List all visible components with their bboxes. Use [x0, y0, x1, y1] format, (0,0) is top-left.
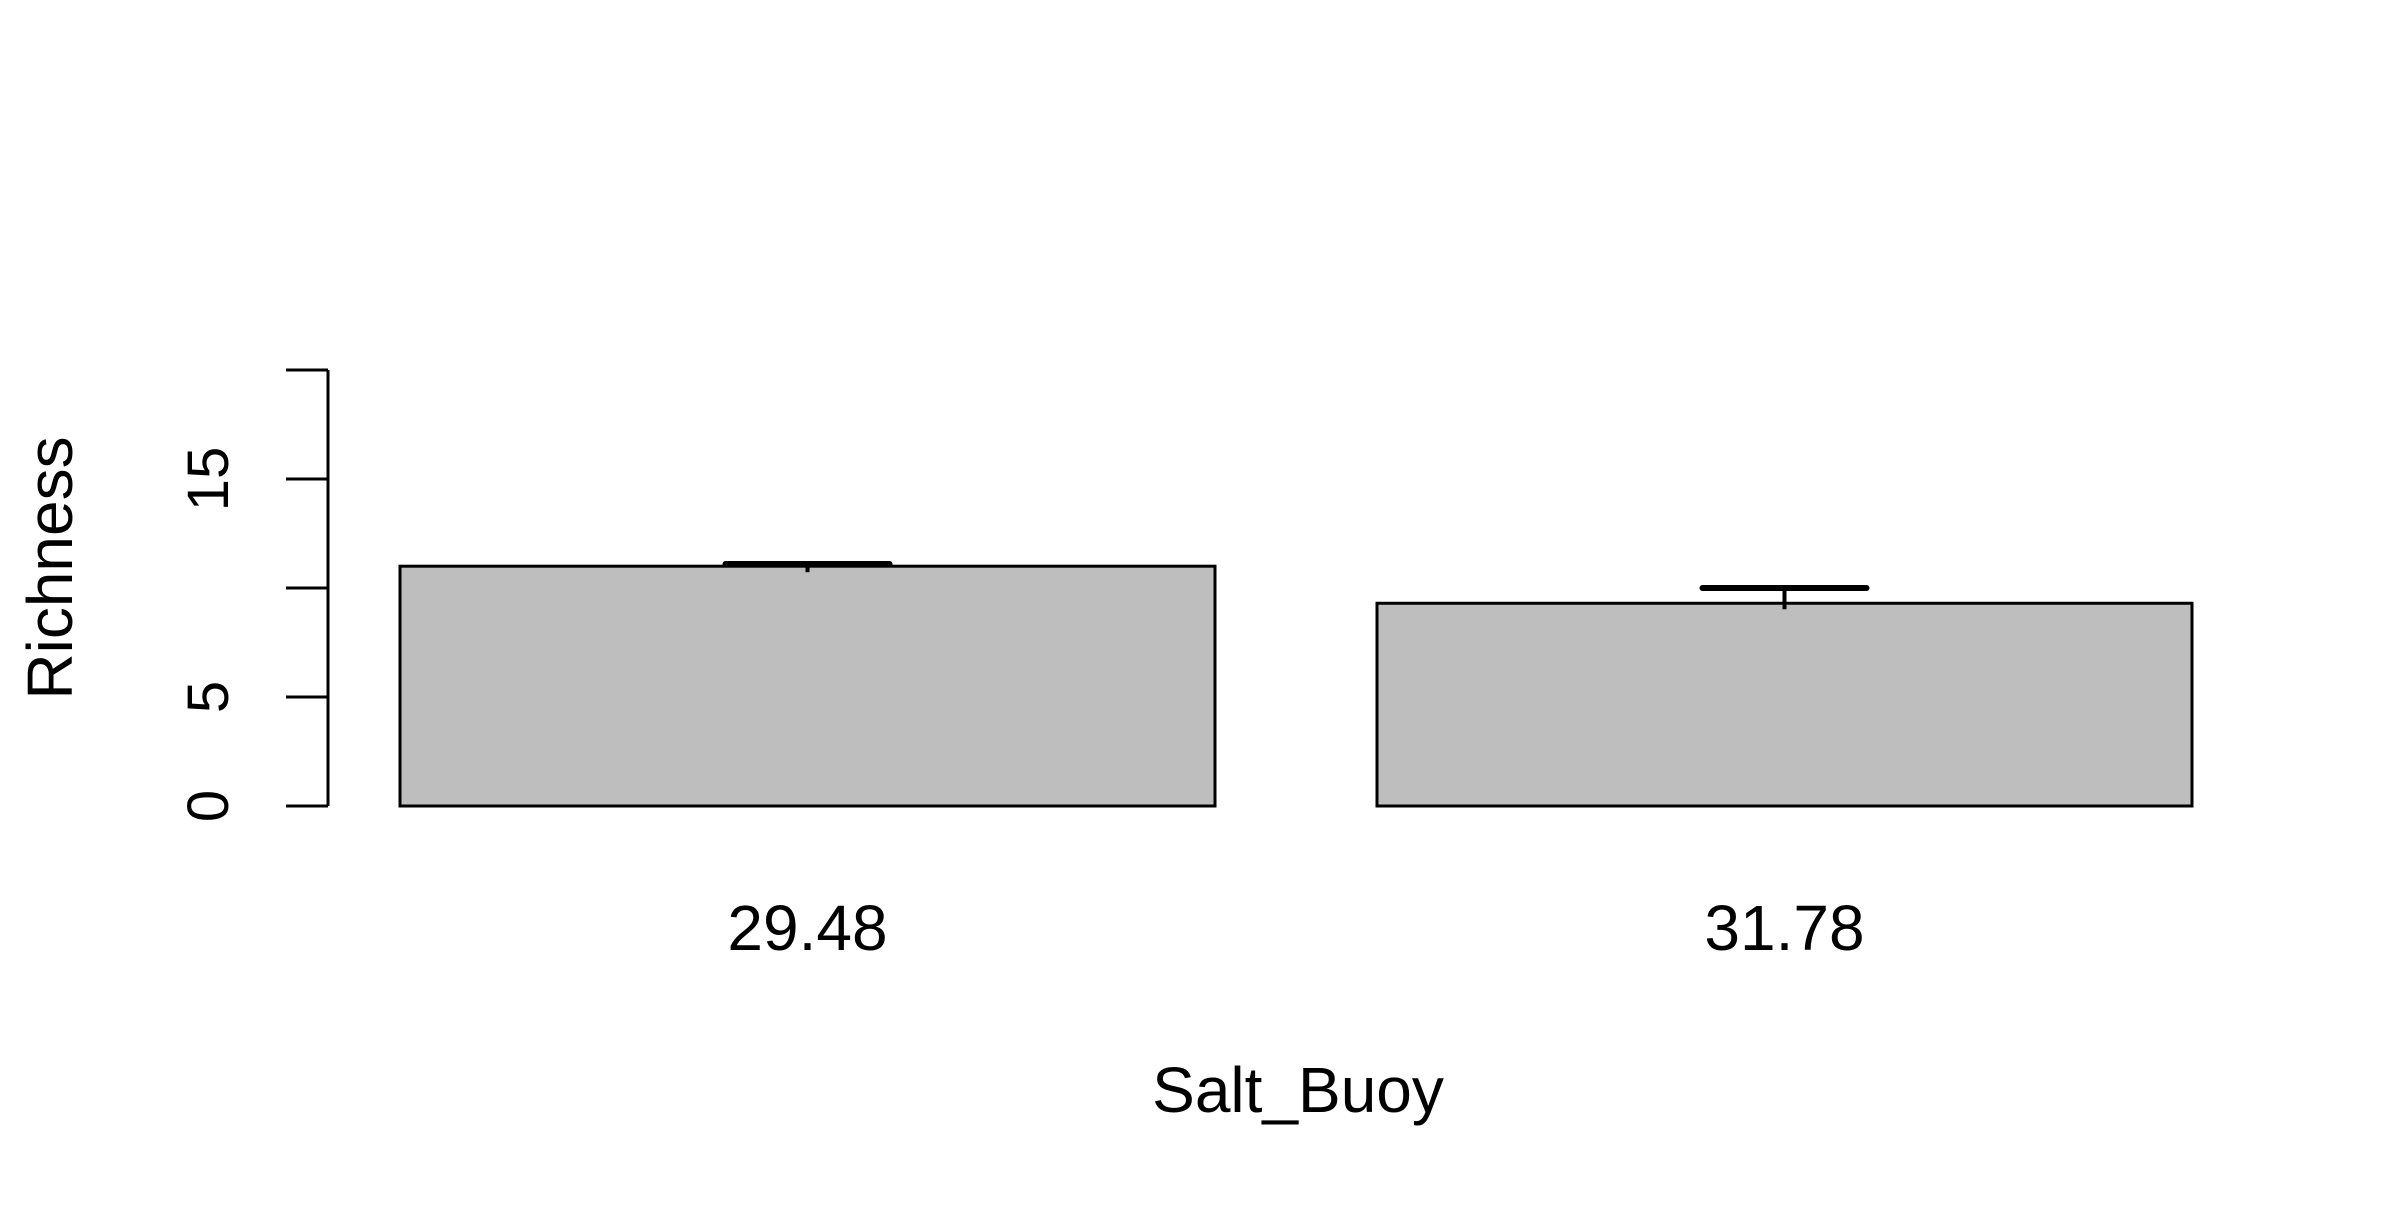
bars	[398, 564, 2194, 808]
bar	[398, 564, 1217, 808]
x-tick-labels: 29.48 31.78	[727, 892, 1864, 964]
bar	[1375, 601, 2194, 808]
y-axis: 0 5 15	[176, 368, 330, 822]
error-bars	[722, 561, 1870, 610]
y-tick-label: 15	[176, 447, 241, 512]
y-tick-label: 5	[176, 681, 241, 713]
y-axis-title: Richness	[14, 436, 86, 699]
x-tick-label: 29.48	[727, 892, 887, 964]
y-tick-label: 0	[176, 790, 241, 822]
x-axis-title: Salt_Buoy	[1152, 1054, 1444, 1126]
x-tick-label: 31.78	[1704, 892, 1864, 964]
